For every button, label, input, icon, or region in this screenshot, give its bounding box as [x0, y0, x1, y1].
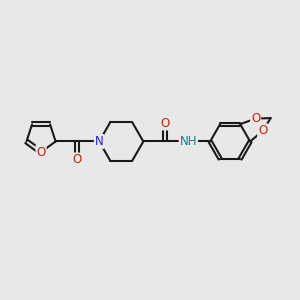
- Text: O: O: [73, 153, 82, 167]
- Text: O: O: [251, 112, 260, 125]
- Text: N: N: [95, 135, 103, 148]
- Text: O: O: [160, 116, 170, 130]
- Text: O: O: [258, 124, 267, 137]
- Text: NH: NH: [180, 135, 197, 148]
- Text: O: O: [36, 146, 46, 159]
